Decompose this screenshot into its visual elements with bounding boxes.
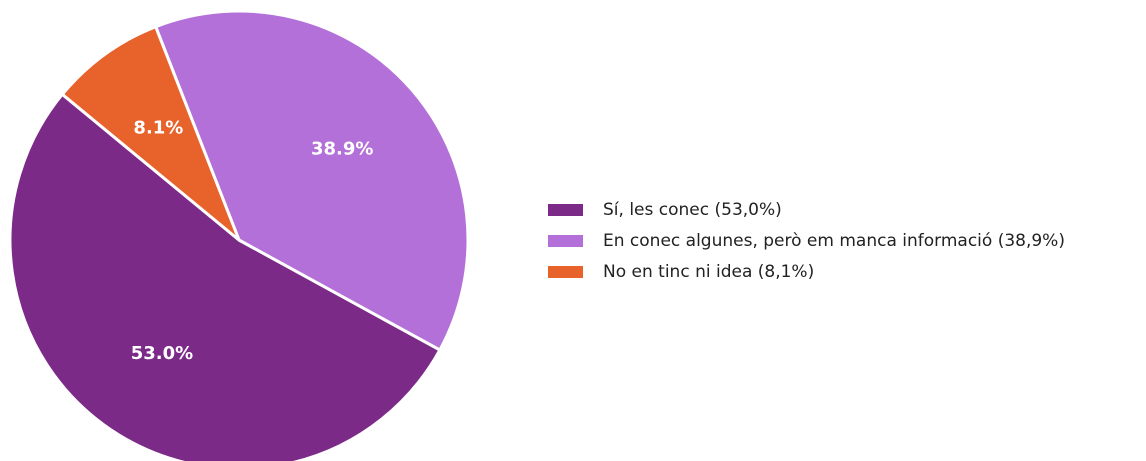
slice-label: 38.9% <box>311 138 373 159</box>
pie-slice <box>60 25 241 242</box>
legend-label: En conec algunes, però em manca informac… <box>603 231 1065 251</box>
legend-swatch <box>548 235 583 247</box>
slice-label: 8.1% <box>133 118 183 139</box>
legend-swatch <box>548 204 583 216</box>
pie-slice <box>8 92 442 461</box>
legend-label: Sí, les conec (53,0%) <box>603 200 782 220</box>
slice-label: 53.0% <box>131 343 193 364</box>
pie-slice <box>154 9 470 352</box>
legend-label: No en tinc ni idea (8,1%) <box>603 262 814 282</box>
legend-swatch <box>548 266 583 278</box>
